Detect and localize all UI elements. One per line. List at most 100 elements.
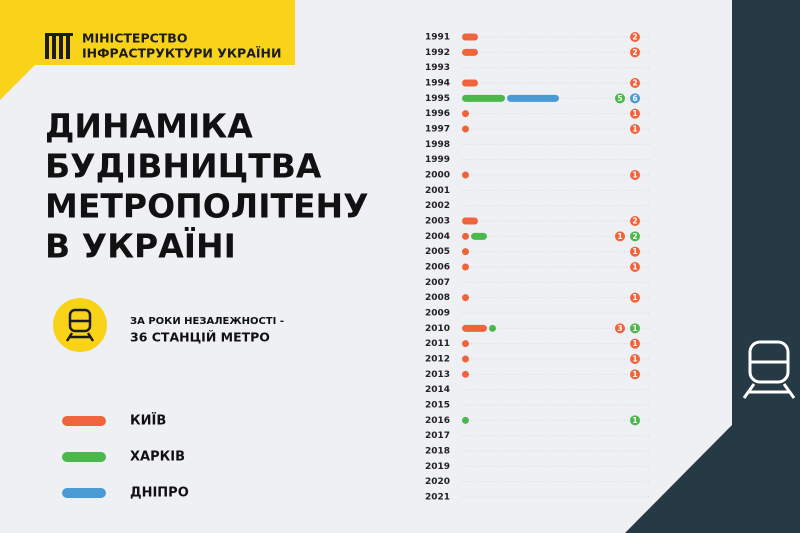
- value-badge: [630, 354, 640, 364]
- value-badge: [630, 78, 640, 88]
- value-label: 2: [632, 33, 637, 42]
- y-tick-label: 1999: [425, 155, 450, 165]
- y-tick-label: 2001: [425, 186, 450, 196]
- org-name: МІНІСТЕРСТВО: [82, 31, 187, 46]
- value-label: 2: [632, 79, 637, 88]
- org-name: ІНФРАСТРУКТУРИ УКРАЇНИ: [82, 46, 281, 61]
- annotation: ЗА РОКИ НЕЗАЛЕЖНОСТІ -: [130, 316, 284, 327]
- y-tick-label: 2008: [425, 293, 450, 303]
- y-tick-label: 2012: [425, 355, 450, 365]
- value-badge: [630, 338, 640, 349]
- value-label: 5: [617, 94, 622, 103]
- value-label: 1: [632, 109, 637, 118]
- chart-title: МЕТРОПОЛІТЕНУ: [45, 187, 369, 226]
- y-tick-label: 1994: [425, 79, 450, 89]
- y-tick-label: 2013: [425, 370, 450, 380]
- value-label: 1: [632, 125, 637, 134]
- chart-title: ДИНАМІКА: [45, 107, 253, 146]
- bar: [462, 171, 469, 179]
- value-label: 1: [632, 416, 637, 425]
- bar: [462, 33, 478, 41]
- value-label: 2: [632, 217, 637, 226]
- bar: [462, 370, 469, 378]
- value-badge: [630, 415, 640, 426]
- value-label: 2: [632, 232, 637, 241]
- bar: [462, 232, 469, 240]
- value-badge: [615, 323, 625, 334]
- y-tick-label: 2010: [425, 324, 450, 334]
- y-tick-label: 2004: [425, 232, 450, 242]
- y-tick-label: 1997: [425, 125, 450, 135]
- train-icon: [65, 308, 95, 342]
- bar: [462, 217, 478, 225]
- value-label: 1: [632, 247, 637, 256]
- y-tick-label: 1996: [425, 109, 450, 119]
- value-badge: [630, 32, 640, 42]
- legend-label: ХАРКІВ: [130, 450, 185, 465]
- y-tick-label: 1993: [425, 63, 450, 73]
- value-label: 1: [617, 232, 622, 241]
- value-badge: [630, 231, 640, 242]
- value-label: 1: [632, 263, 637, 272]
- value-badge: [630, 323, 640, 334]
- value-badge: [630, 292, 640, 303]
- value-label: 2: [632, 48, 637, 57]
- y-tick-label: 2000: [425, 171, 450, 181]
- value-badge: [615, 93, 625, 104]
- value-label: 1: [632, 171, 637, 180]
- bar: [462, 263, 469, 271]
- y-tick-label: 2003: [425, 217, 450, 227]
- chart-title: В УКРАЇНІ: [45, 226, 236, 266]
- badge-circle: [53, 298, 107, 352]
- bar: [462, 79, 478, 87]
- y-tick-label: 2021: [425, 493, 450, 503]
- value-label: 6: [632, 94, 637, 103]
- bar: [507, 94, 559, 102]
- y-tick-label: 2009: [425, 309, 450, 319]
- bar: [462, 48, 478, 56]
- value-badge: [630, 216, 640, 226]
- header-banner: [0, 0, 295, 100]
- y-tick-label: 2018: [425, 447, 450, 457]
- bar: [462, 294, 469, 302]
- side-panel: [625, 0, 800, 533]
- legend-label: ДНІПРО: [130, 486, 189, 501]
- value-badge: [615, 231, 625, 242]
- value-label: 1: [632, 370, 637, 379]
- value-label: 1: [632, 324, 637, 333]
- value-badge: [630, 124, 640, 134]
- y-tick-label: 2002: [425, 201, 450, 211]
- y-tick-label: 2020: [425, 477, 450, 487]
- bar: [462, 110, 469, 118]
- value-badge: [630, 369, 640, 380]
- value-badge: [630, 47, 640, 58]
- chart-title: БУДІВНИЦТВА: [45, 147, 322, 186]
- y-tick-label: 1998: [425, 140, 450, 150]
- logo-mark: [45, 33, 73, 59]
- value-badge: [630, 246, 640, 257]
- y-tick-label: 2019: [425, 462, 450, 472]
- y-tick-label: 1991: [425, 33, 450, 43]
- annotation: 36 СТАНЦІЙ МЕТРО: [130, 330, 270, 345]
- value-badge: [630, 108, 640, 119]
- bar: [462, 340, 469, 348]
- legend-swatch: [62, 488, 106, 498]
- bar: [462, 248, 469, 256]
- value-badge: [630, 170, 640, 180]
- value-badge: [630, 262, 640, 272]
- legend-swatch: [62, 416, 106, 426]
- y-tick-label: 2015: [425, 401, 450, 411]
- y-tick-label: 2017: [425, 431, 450, 441]
- y-tick-label: 2005: [425, 247, 450, 257]
- bar: [489, 324, 496, 332]
- y-tick-label: 2016: [425, 416, 450, 426]
- y-tick-label: 2006: [425, 263, 450, 273]
- value-label: 3: [617, 324, 622, 333]
- legend-swatch: [62, 452, 106, 462]
- value-label: 1: [632, 355, 637, 364]
- value-label: 1: [632, 293, 637, 302]
- y-tick-label: 2014: [425, 385, 450, 395]
- y-tick-label: 1995: [425, 94, 450, 104]
- bar: [462, 94, 505, 102]
